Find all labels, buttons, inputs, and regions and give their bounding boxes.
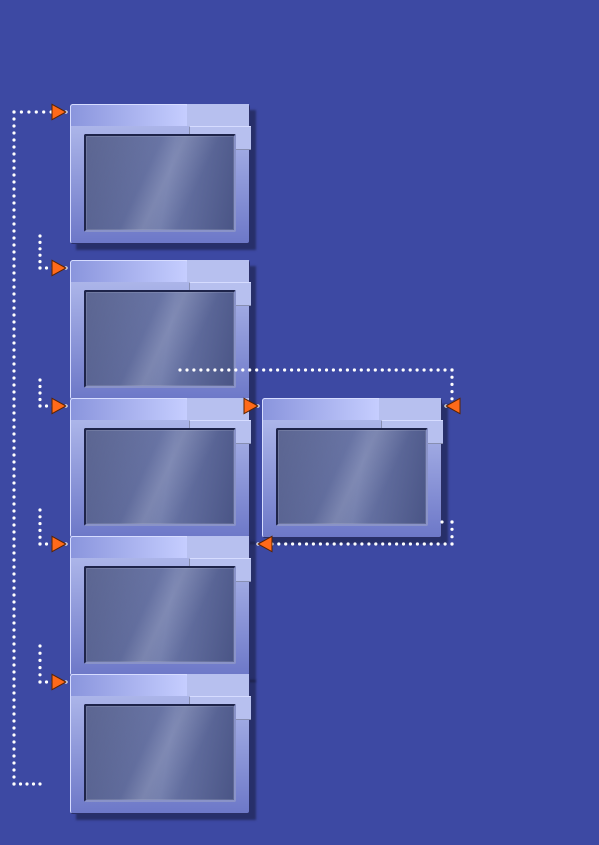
node-screen xyxy=(84,566,236,664)
node-tab xyxy=(70,260,188,282)
arrow-icon xyxy=(446,398,460,413)
screen-gloss xyxy=(278,430,426,524)
flow-node xyxy=(70,674,250,814)
flow-node xyxy=(70,260,250,400)
screen-gloss xyxy=(86,568,234,662)
node-chamfer xyxy=(187,104,249,126)
screen-gloss xyxy=(86,292,234,386)
screen-gloss xyxy=(86,136,234,230)
flow-node xyxy=(70,398,250,538)
node-chamfer xyxy=(187,674,249,696)
flow-node xyxy=(262,398,442,538)
node-screen xyxy=(84,134,236,232)
node-chamfer xyxy=(187,260,249,282)
arrow-icon xyxy=(52,536,66,551)
diagram-canvas xyxy=(0,0,599,845)
node-tab xyxy=(70,674,188,696)
node-tab xyxy=(70,398,188,420)
node-screen xyxy=(84,704,236,802)
screen-gloss xyxy=(86,706,234,800)
node-tab xyxy=(70,104,188,126)
arrow-icon xyxy=(52,398,66,413)
node-chamfer xyxy=(379,398,441,420)
arrow-icon xyxy=(52,674,66,689)
node-screen xyxy=(84,290,236,388)
node-tab xyxy=(70,536,188,558)
arrow-icon xyxy=(52,260,66,275)
node-screen xyxy=(276,428,428,526)
arrow-icon xyxy=(52,104,66,119)
flow-node xyxy=(70,536,250,676)
node-tab xyxy=(262,398,380,420)
node-chamfer xyxy=(187,398,249,420)
node-chamfer xyxy=(187,536,249,558)
flow-node xyxy=(70,104,250,244)
screen-gloss xyxy=(86,430,234,524)
node-screen xyxy=(84,428,236,526)
